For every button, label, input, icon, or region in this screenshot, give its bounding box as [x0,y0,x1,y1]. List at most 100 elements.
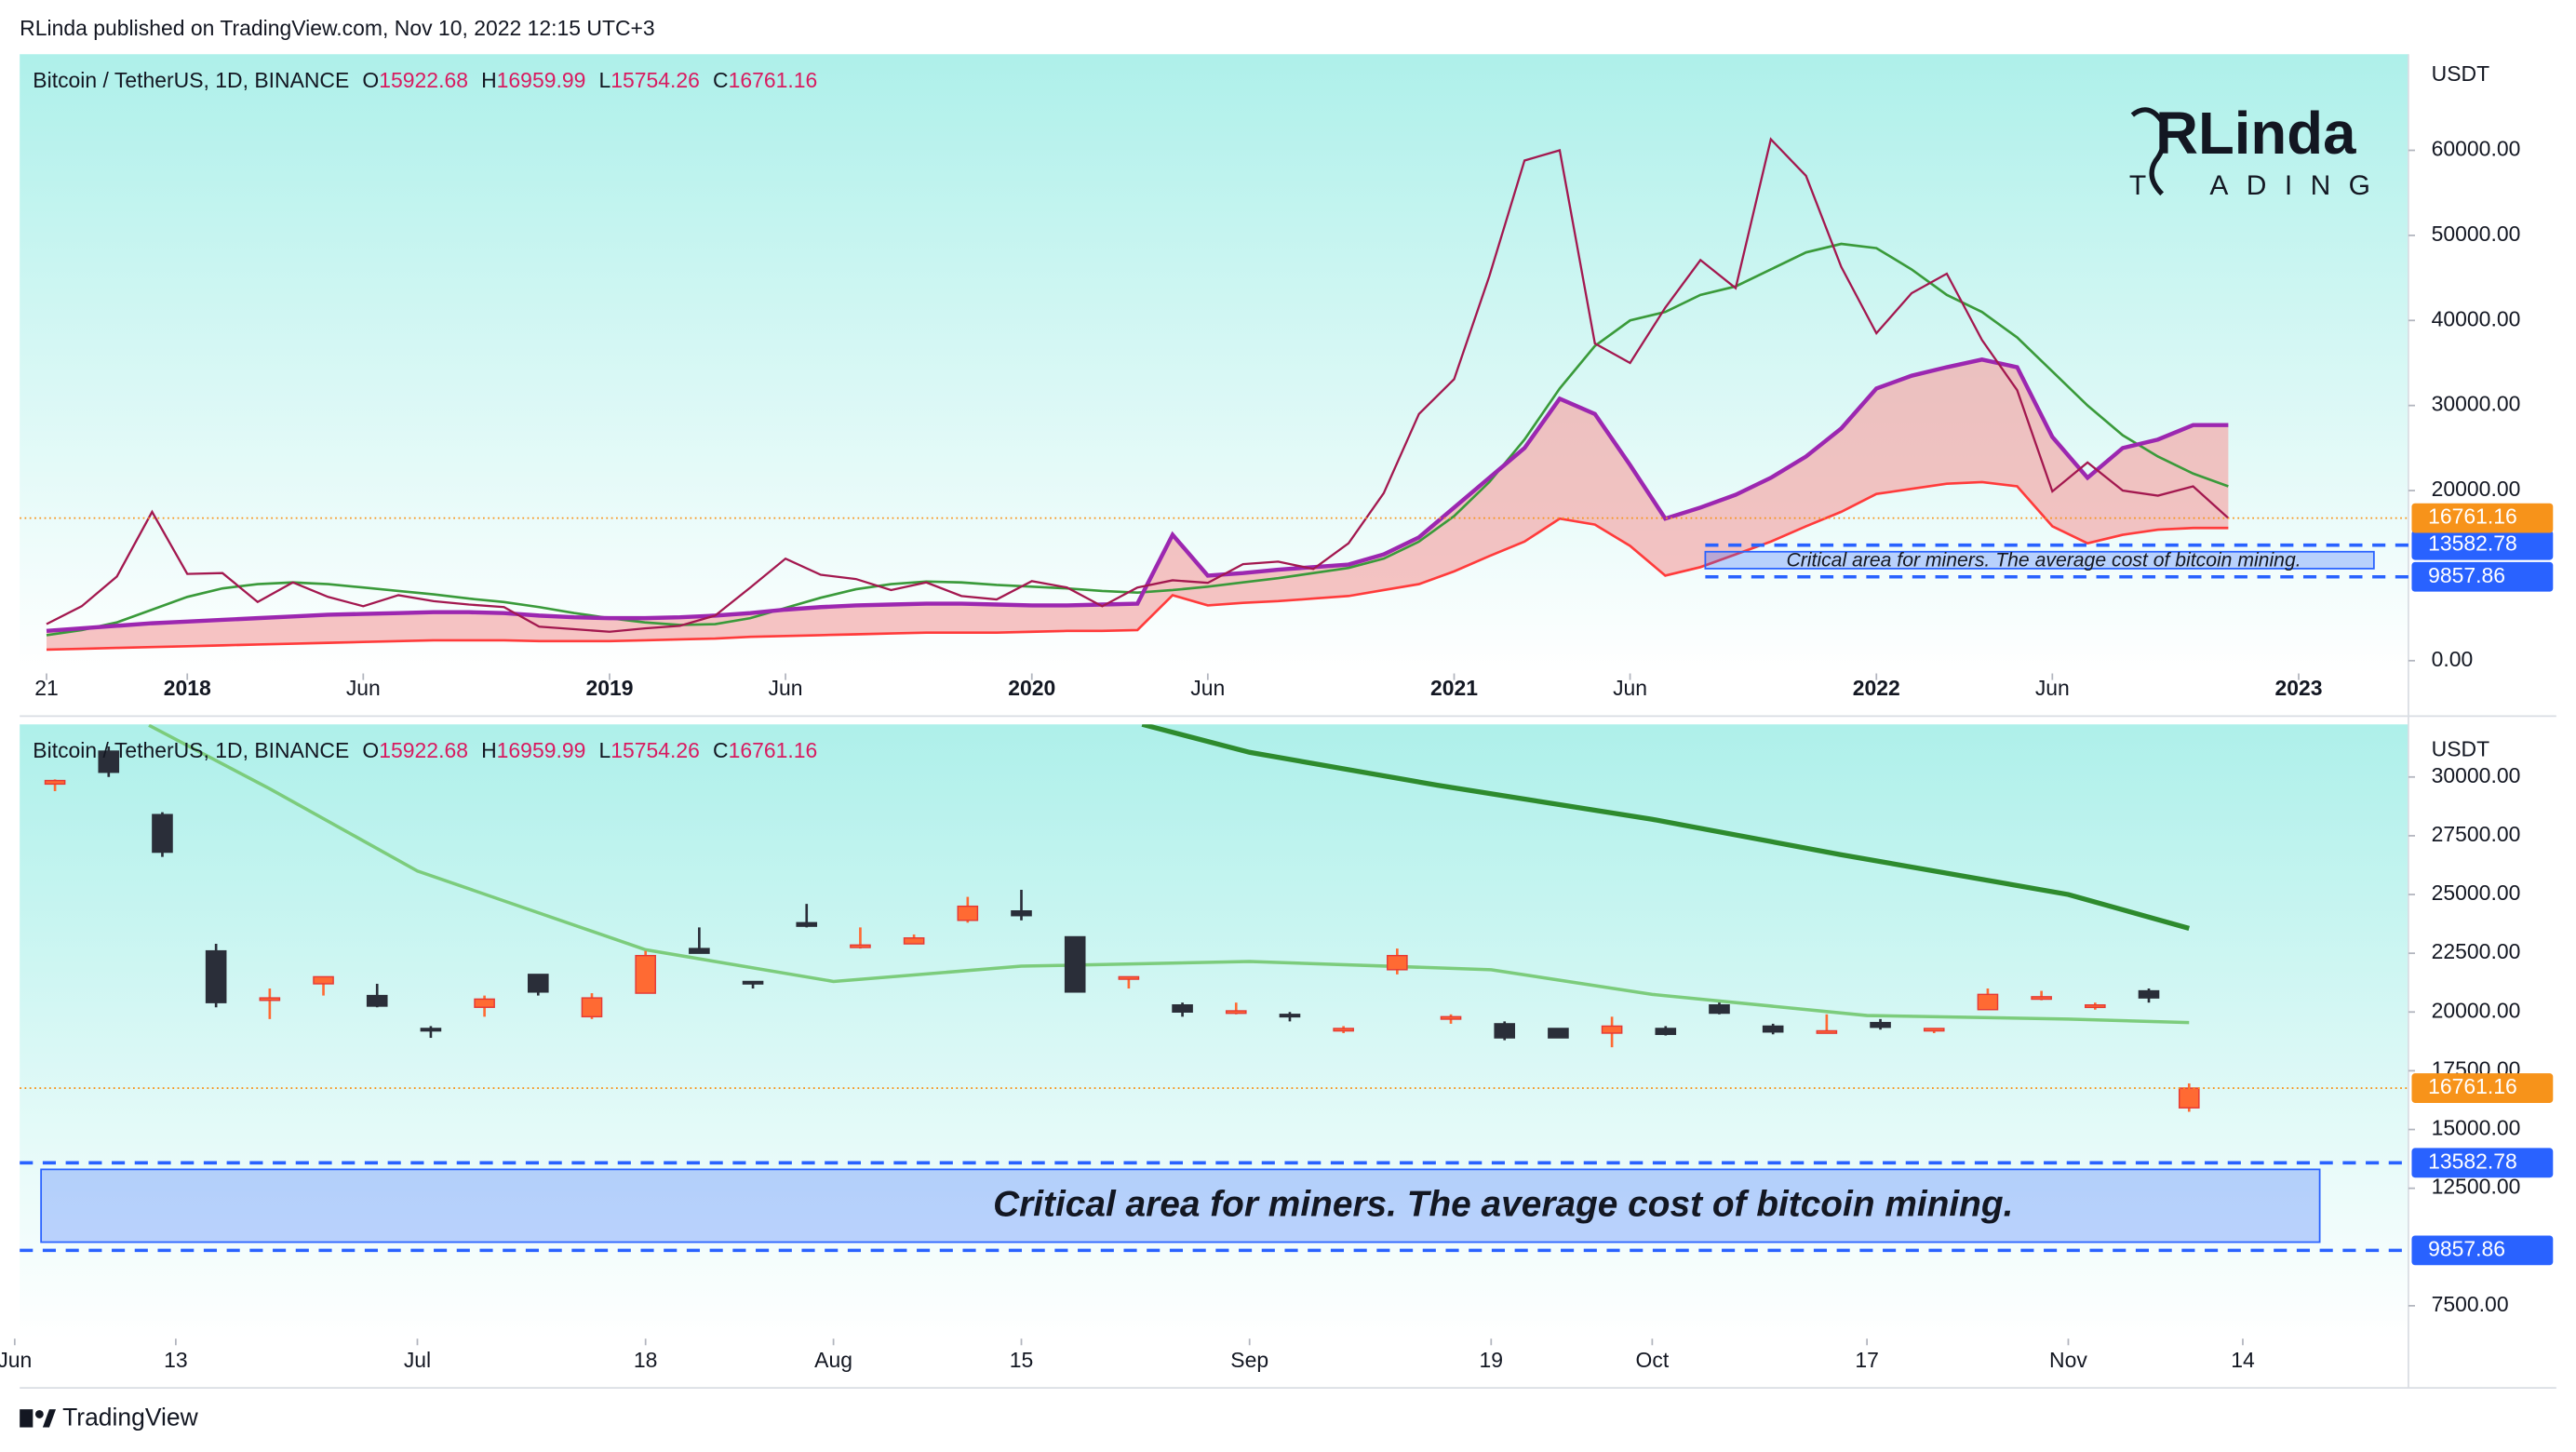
x-tick-label: Jun [769,676,803,700]
candle-body [1011,910,1032,917]
x-tick-label: 18 [634,1348,658,1372]
candle-body [2178,1087,2200,1109]
candle-body [689,948,710,954]
legend-value: 15754.26 [610,738,700,762]
candle-body [1816,1029,1838,1034]
legend-value: 15754.26 [610,68,700,92]
legend-key: C [713,738,729,762]
candle-body [1762,1025,1784,1033]
x-tick-label: 17 [1855,1348,1879,1372]
logo-sub: T [2129,170,2150,201]
x-tick-label: 2023 [2274,676,2322,700]
candle-body [1279,1014,1301,1018]
legend-key: O [362,68,379,92]
candle-body [1387,954,1408,971]
annotation-box [40,1168,2321,1244]
candle-body [850,944,871,948]
y-tick-label: 25000.00 [2432,881,2521,905]
candle-body [1172,1003,1193,1013]
legend-title: Bitcoin / TetherUS, 1D, BINANCE [33,68,349,92]
candle-body [1977,993,1999,1011]
y-tick-label: 20000.00 [2432,477,2521,501]
price-tag-label: 9857.86 [2428,1236,2505,1260]
candle-body [98,750,120,773]
candle-body [2031,996,2052,1001]
x-tick-label: Aug [814,1348,852,1372]
price-tag-label: 13582.78 [2428,1149,2517,1173]
price-tag [2411,530,2554,560]
x-tick-label: Jun [0,1348,32,1372]
x-tick-label: Jun [2035,676,2070,700]
y-tick-label: 0.00 [2432,647,2474,671]
candle-body [635,954,656,994]
legend: Bitcoin / TetherUS, 1D, BINANCE O15922.68… [33,68,817,92]
legend-value: 16959.99 [497,738,586,762]
series-line [46,137,2230,633]
y-tick-label: 20000.00 [2432,998,2521,1022]
y-tick-label: 60000.00 [2432,137,2521,161]
legend-key: H [481,738,497,762]
legend-title: Bitcoin / TetherUS, 1D, BINANCE [33,738,349,762]
series-line [46,242,2229,637]
candle-body [205,949,227,1003]
legend-value: 15922.68 [379,68,468,92]
candle-body [1440,1015,1462,1020]
price-tag-label: 16761.16 [2428,1074,2517,1098]
candle-body [1709,1003,1730,1015]
candle-body [44,779,66,786]
x-tick-label: 21 [34,676,59,700]
brand-logo: RLinda T ADING [2129,101,2388,201]
x-tick-label: 2020 [1008,676,1055,700]
x-tick-label: Jun [1190,676,1225,700]
y-tick-label: 22500.00 [2432,939,2521,963]
candle-body [1225,1010,1247,1015]
header: RLinda published on TradingView.com, Nov… [20,16,655,40]
x-tick-label: Jul [404,1348,431,1372]
plot-area [46,137,2230,652]
candle-body [957,905,979,921]
legend-value: 15922.68 [379,738,468,762]
x-tick-label: 2022 [1853,676,1900,700]
x-tick-label: Sep [1230,1348,1268,1372]
candle-body [1548,1028,1569,1039]
price-tag [2411,1148,2554,1178]
panel-background [20,724,2408,1339]
x-tick-label: Jun [346,676,381,700]
price-tag [2411,1073,2554,1103]
candle-body [1118,975,1140,980]
legend-key: L [598,738,610,762]
candle-body [1655,1028,1677,1035]
candle-body [1601,1025,1623,1034]
candle-body [313,975,334,985]
x-tick-label: 2021 [1430,676,1478,700]
legend-key: C [713,68,729,92]
y-tick-label: 15000.00 [2432,1116,2521,1140]
x-tick-label: Nov [2049,1348,2087,1372]
candle-body [742,980,764,985]
annotation: Critical area for miners. The average co… [1786,549,2301,571]
x-tick-label: Jun [1613,676,1647,700]
annotation: Critical area for miners. The average co… [993,1185,2013,1225]
candle-body [259,997,281,1002]
logo-sub: ADING [2209,170,2388,201]
candle-body [2085,1003,2106,1009]
candle-body [1333,1028,1354,1032]
series-line [46,480,2229,652]
candle-body [1064,935,1086,993]
candle-body [1923,1028,1945,1032]
legend-key: O [362,738,379,762]
legend-value: 16761.16 [729,738,818,762]
y-tick-label: 27500.00 [2432,822,2521,846]
price-tag-label: 13582.78 [2428,531,2517,556]
y-tick-label: 40000.00 [2432,306,2521,330]
y-tick-label: 50000.00 [2432,222,2521,246]
footer: TradingView [62,1404,199,1432]
candle-body [527,974,549,993]
legend-value: 16761.16 [729,68,818,92]
legend: Bitcoin / TetherUS, 1D, BINANCE O15922.68… [33,738,817,762]
price-tag [2411,561,2554,592]
candle-body [474,998,495,1008]
candle-body [152,813,173,854]
plot-area [44,724,2200,1112]
candle-body [903,937,925,945]
